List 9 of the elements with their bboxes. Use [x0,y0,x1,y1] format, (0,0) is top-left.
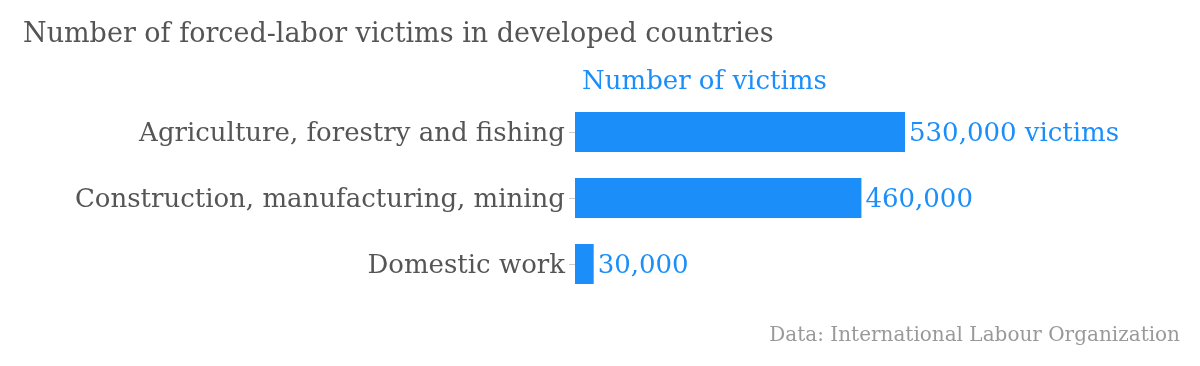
data-label: 460,000 [865,183,973,213]
y-tick-label: Agriculture, forestry and fishing [138,117,565,147]
series-label: Number of victims [582,65,827,95]
data-label: 530,000 victims [909,117,1120,147]
y-tick-label: Domestic work [367,249,566,279]
data-label: 30,000 [597,249,689,279]
y-tick-label: Construction, manufacturing, mining [74,183,565,213]
text: Data: International Labour Organization [769,322,1181,346]
chart-title: Number of forced-labor victims in developed countries [23,17,774,48]
